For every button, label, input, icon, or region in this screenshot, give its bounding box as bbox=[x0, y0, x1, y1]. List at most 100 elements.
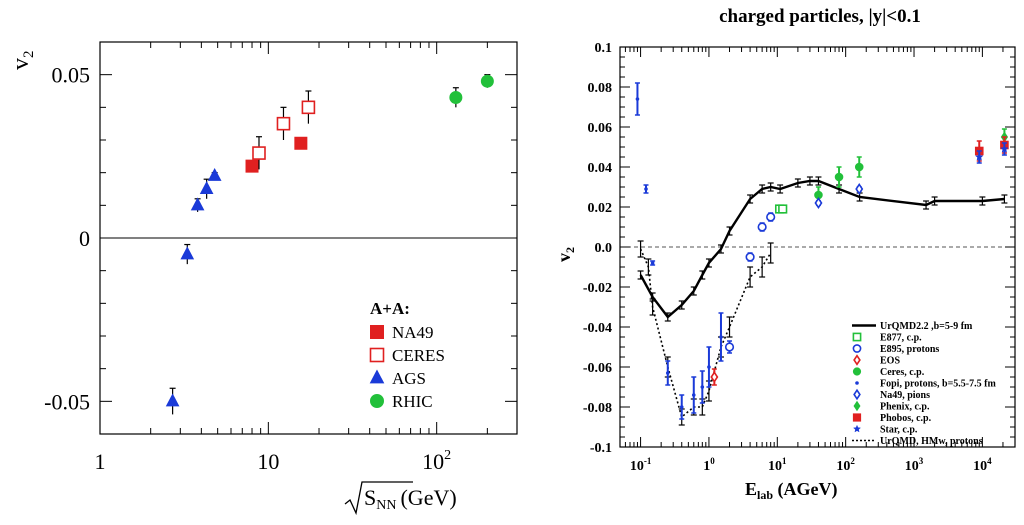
right-y-tick-label: -0.02 bbox=[583, 281, 612, 296]
data-point bbox=[1000, 144, 1009, 153]
legend-label: NA49 bbox=[392, 323, 434, 342]
right-y-tick-label: 0.08 bbox=[588, 81, 613, 96]
data-point bbox=[449, 91, 463, 105]
data-point bbox=[635, 97, 640, 101]
data-point bbox=[700, 385, 705, 389]
data-point bbox=[719, 335, 723, 339]
legend-label: CERES bbox=[392, 346, 445, 365]
legend-marker bbox=[369, 369, 385, 384]
data-point bbox=[276, 116, 291, 131]
left-series-rhic bbox=[449, 74, 494, 108]
left-legend: A+A: NA49 CERES AGS RHIC bbox=[369, 299, 445, 411]
legend-marker bbox=[855, 381, 859, 385]
right-y-tick-label: -0.1 bbox=[590, 441, 612, 456]
right-chart-title: charged particles, |y|<0.1 bbox=[719, 6, 921, 27]
data-point bbox=[180, 246, 195, 260]
right-y-axis-label: v2 bbox=[554, 247, 577, 262]
data-point bbox=[644, 187, 648, 191]
right-series-5 bbox=[634, 82, 724, 420]
legend-label: AGS bbox=[392, 369, 426, 388]
right-chart: charged particles, |y|<0.1 10-1 10 101 102 10… bbox=[554, 6, 1016, 502]
right-y-tick-label: -0.04 bbox=[583, 321, 612, 336]
right-series-6 bbox=[814, 182, 864, 210]
data-point bbox=[766, 212, 776, 222]
legend-marker bbox=[853, 354, 861, 366]
legend-label: UrQMD, HMw, protons bbox=[880, 436, 983, 447]
data-point bbox=[814, 196, 823, 210]
legend-marker bbox=[853, 388, 861, 401]
legend-label: Fopi, protons, b=5.5-7.5 fm bbox=[880, 379, 996, 390]
data-point bbox=[679, 405, 684, 409]
sqrt-sign bbox=[344, 481, 413, 516]
data-point bbox=[855, 182, 864, 196]
right-y-tick-label: -0.08 bbox=[583, 401, 612, 416]
right-y-tick-label: 0.04 bbox=[588, 161, 613, 176]
right-series-urqmd-line bbox=[637, 176, 1008, 322]
data-point bbox=[854, 162, 864, 172]
right-y-tick-label: -0.06 bbox=[583, 361, 612, 376]
data-point bbox=[974, 152, 984, 161]
right-x-tick-label: 103 bbox=[905, 456, 924, 474]
legend-label: RHIC bbox=[392, 392, 433, 411]
left-x-tick-label: 10 bbox=[257, 449, 279, 474]
legend-label: Ceres, c.p. bbox=[880, 367, 925, 378]
left-x-axis-label: SNN (GeV) bbox=[344, 481, 457, 516]
left-y-tick-label: 0 bbox=[79, 226, 90, 251]
legend-marker bbox=[370, 394, 384, 408]
legend-label: E877, c.p. bbox=[880, 333, 922, 344]
legend-marker bbox=[369, 347, 385, 363]
right-x-axis-label: Elab (AGeV) bbox=[745, 479, 838, 502]
right-series-4 bbox=[814, 156, 864, 204]
data-point bbox=[834, 172, 844, 182]
data-point bbox=[778, 204, 788, 214]
left-x-tick-label: 102 bbox=[422, 448, 451, 474]
right-x-tick-label: 101 bbox=[768, 456, 787, 474]
data-point bbox=[745, 252, 755, 262]
data-point bbox=[650, 261, 655, 265]
data-point bbox=[165, 393, 180, 407]
legend-marker bbox=[853, 400, 861, 412]
right-x-tick-label: 10 bbox=[703, 456, 715, 474]
data-point bbox=[294, 136, 308, 150]
left-y-tick-label: -0.05 bbox=[44, 389, 90, 414]
data-point bbox=[190, 197, 205, 211]
right-series-9 bbox=[974, 142, 1009, 164]
left-x-tick-label: 1 bbox=[95, 449, 106, 474]
legend-label: E895, protons bbox=[880, 344, 939, 355]
legend-label: Phobos, c.p. bbox=[880, 413, 932, 424]
right-y-tick-label: 0.0 bbox=[595, 241, 613, 256]
left-y-tick-label: 0.05 bbox=[52, 63, 91, 88]
data-point bbox=[301, 100, 316, 115]
legend-marker bbox=[852, 413, 862, 422]
left-x-axis-label-text: SNN (GeV) bbox=[364, 485, 457, 513]
right-y-tick-label: 0.06 bbox=[588, 121, 613, 136]
right-series-3 bbox=[710, 368, 719, 386]
data-point bbox=[707, 365, 711, 369]
right-x-tick-label: 10-1 bbox=[630, 456, 652, 474]
data-point bbox=[691, 393, 696, 397]
left-y-axis-label: v2 bbox=[8, 51, 37, 71]
data-point bbox=[252, 146, 266, 160]
right-series-2 bbox=[724, 212, 776, 354]
left-series-na49 bbox=[245, 136, 308, 173]
legend-marker bbox=[852, 424, 862, 433]
right-x-tick-label: 102 bbox=[836, 456, 855, 474]
series-line bbox=[639, 248, 772, 419]
legend-marker bbox=[852, 344, 862, 353]
legend-label: Star, c.p. bbox=[880, 425, 918, 436]
data-point bbox=[724, 342, 735, 352]
right-x-tick-label: 104 bbox=[973, 456, 992, 474]
data-point bbox=[757, 222, 767, 232]
data-point bbox=[245, 159, 259, 173]
legend-title: A+A: bbox=[370, 299, 410, 318]
right-series-1 bbox=[774, 204, 788, 214]
legend-marker bbox=[852, 367, 862, 376]
data-point bbox=[199, 181, 214, 194]
legend-marker bbox=[370, 325, 384, 339]
legend-marker bbox=[852, 332, 862, 342]
legend-label: Phenix, c.p. bbox=[880, 402, 930, 413]
left-series-ags bbox=[165, 167, 222, 415]
